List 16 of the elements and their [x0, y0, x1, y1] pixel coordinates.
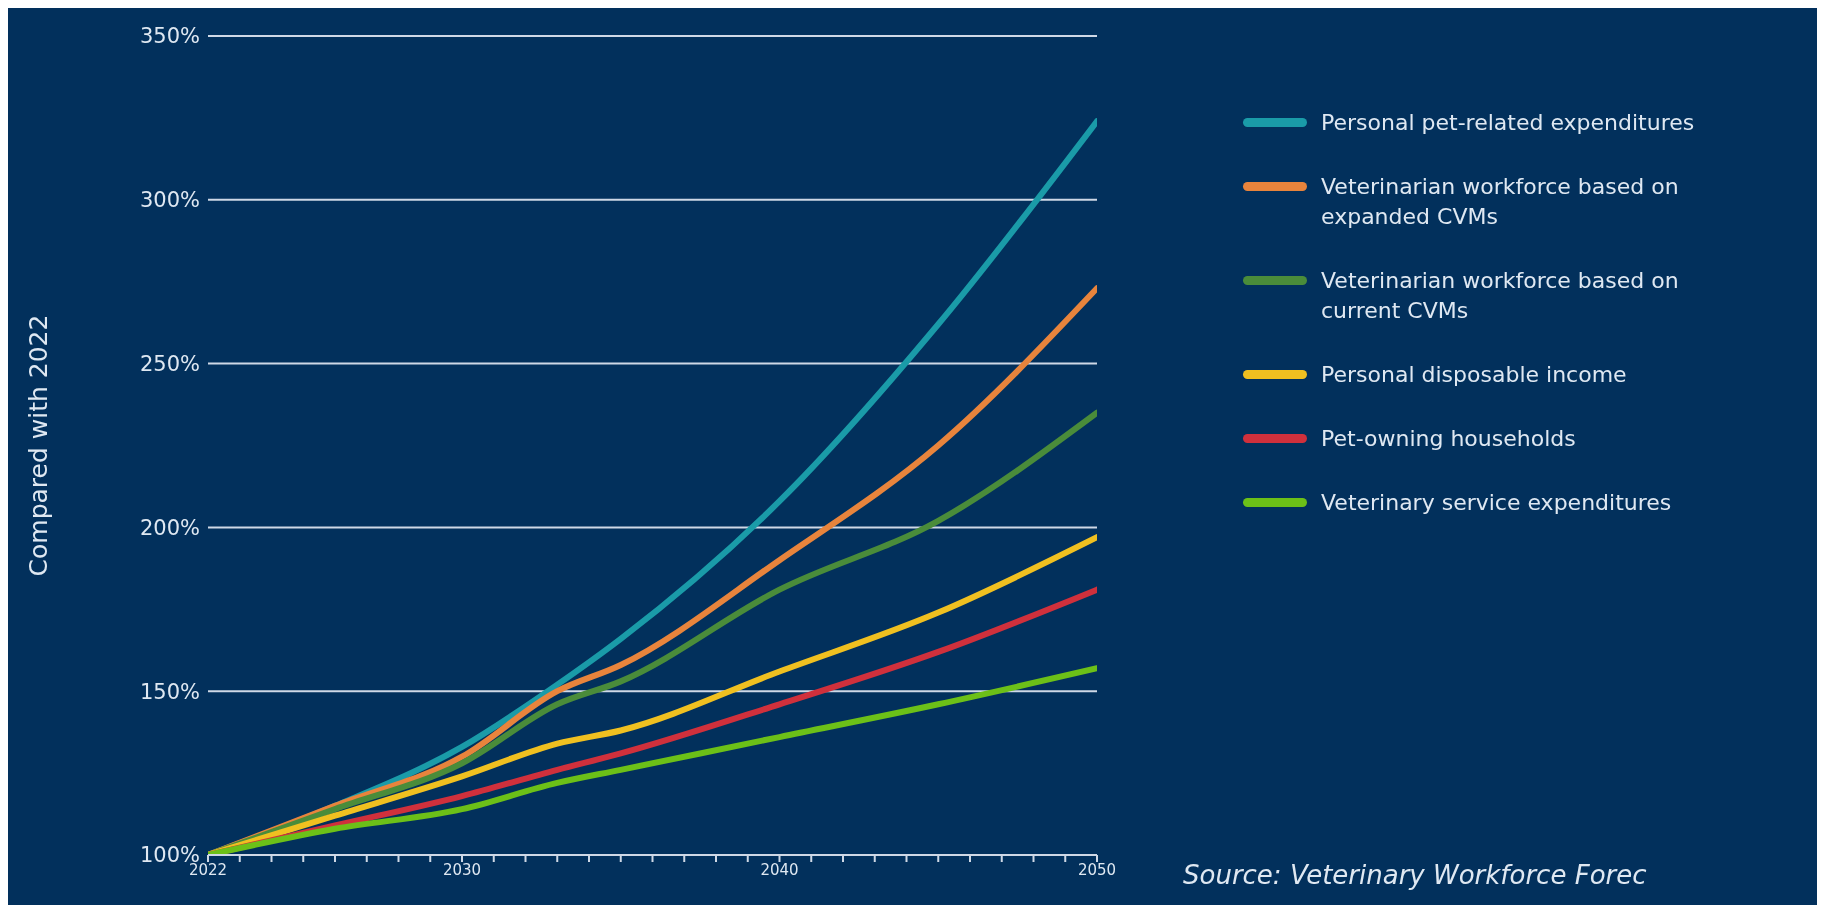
y-tick-label: 350%: [139, 24, 200, 49]
legend-label: Veterinarian workforce based on current CVMs: [1321, 267, 1680, 325]
x-tick-label: 2030: [442, 860, 482, 879]
x-tick-label: 2040: [760, 860, 799, 879]
y-tick-label: 250%: [139, 352, 200, 377]
y-tick-label: 150%: [139, 679, 200, 704]
y-tick-label: 200%: [139, 515, 200, 540]
source-note: Source: Veterinary Workforce Forec: [1183, 860, 1647, 890]
legend-label: Personal pet-related expenditures: [1321, 109, 1695, 137]
x-tick-label: 2050: [1077, 860, 1117, 879]
y-tick-label: 300%: [139, 188, 200, 213]
legend-label: Pet-owning households: [1321, 425, 1576, 453]
y-axis-title: Compared with 2022: [23, 314, 53, 577]
legend-label: Veterinarian workforce based on expanded CVMs: [1321, 173, 1680, 231]
legend-label: Veterinary service expenditures: [1321, 489, 1672, 517]
legend-label: Personal disposable income: [1321, 361, 1627, 389]
